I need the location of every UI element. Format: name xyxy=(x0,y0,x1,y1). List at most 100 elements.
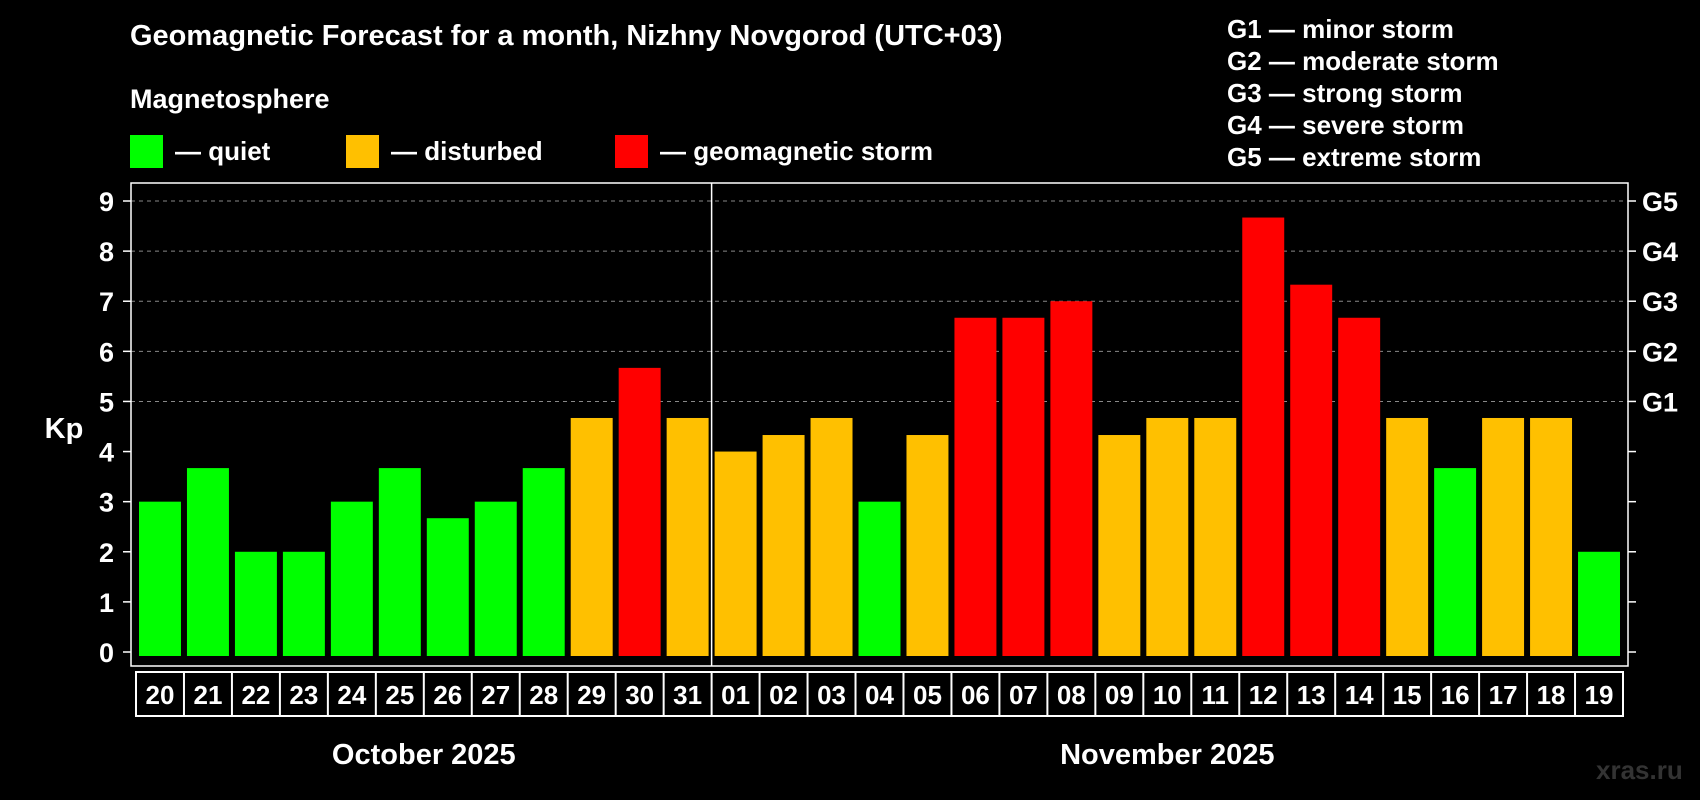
date-label-21-oct: 21 xyxy=(193,680,222,710)
date-label-10-nov: 10 xyxy=(1153,680,1182,710)
bar-05-nov xyxy=(906,435,949,656)
ylabel: Kp xyxy=(45,413,84,445)
date-label-30-oct: 30 xyxy=(625,680,654,710)
bar-06-nov xyxy=(954,317,997,656)
date-label-08-nov: 08 xyxy=(1057,680,1086,710)
bar-18-nov xyxy=(1530,417,1573,656)
storm-level-list: G1 — minor storm G2 — moderate storm G3 … xyxy=(1227,13,1499,173)
bar-08-nov xyxy=(1050,301,1093,656)
ytick-label-4: 4 xyxy=(99,438,114,468)
date-label-07-nov: 07 xyxy=(1009,680,1038,710)
bar-07-nov xyxy=(1002,317,1045,656)
watermark: xras.ru xyxy=(1596,755,1683,785)
date-label-04-nov: 04 xyxy=(865,680,894,710)
bar-20-oct xyxy=(139,501,181,656)
legend-storm-label: — geomagnetic storm xyxy=(660,135,934,166)
bar-10-nov xyxy=(1146,417,1189,656)
legend-disturbed-label: — disturbed xyxy=(391,135,543,166)
ytick-label-6: 6 xyxy=(99,337,114,367)
date-label-22-oct: 22 xyxy=(241,680,270,710)
date-label-26-oct: 26 xyxy=(433,680,462,710)
date-label-24-oct: 24 xyxy=(337,680,366,710)
bar-02-nov xyxy=(762,435,805,656)
date-label-28-oct: 28 xyxy=(529,680,558,710)
bar-21-oct xyxy=(186,468,229,656)
bar-19-nov xyxy=(1578,551,1620,656)
ytick-label-2: 2 xyxy=(99,538,114,568)
date-label-13-nov: 13 xyxy=(1297,680,1326,710)
legend-disturbed: — disturbed xyxy=(346,134,543,168)
bar-12-nov xyxy=(1242,217,1285,656)
right-axis-g3: G3 xyxy=(1642,287,1678,317)
storm-level-g1: G1 — minor storm xyxy=(1227,14,1454,44)
bar-26-oct xyxy=(426,518,469,656)
bar-09-nov xyxy=(1098,435,1141,656)
ytick-label-8: 8 xyxy=(99,237,114,267)
date-label-11-nov: 11 xyxy=(1202,680,1230,710)
date-row-frame xyxy=(135,671,1624,717)
ytick-label-1: 1 xyxy=(99,588,114,618)
date-label-15-nov: 15 xyxy=(1393,680,1422,710)
date-label-20-oct: 20 xyxy=(146,680,175,710)
bar-29-oct xyxy=(570,417,613,656)
date-label-18-nov: 18 xyxy=(1537,680,1566,710)
ytick-label-9: 9 xyxy=(99,187,114,217)
date-label-19-nov: 19 xyxy=(1585,680,1614,710)
bar-31-oct xyxy=(666,417,709,656)
legend-disturbed-swatch xyxy=(346,134,379,168)
date-label-29-oct: 29 xyxy=(577,680,606,710)
bar-04-nov xyxy=(858,501,901,656)
date-label-16-nov: 16 xyxy=(1441,680,1470,710)
bar-15-nov xyxy=(1386,417,1429,656)
bar-11-nov xyxy=(1194,417,1237,656)
date-label-05-nov: 05 xyxy=(913,680,942,710)
date-label-01-nov: 01 xyxy=(721,680,750,710)
storm-level-g3: G3 — strong storm xyxy=(1227,78,1463,108)
date-label-25-oct: 25 xyxy=(385,680,414,710)
date-label-02-nov: 02 xyxy=(769,680,798,710)
month-label-november: November 2025 xyxy=(1060,739,1274,771)
bar-14-nov xyxy=(1338,317,1381,656)
right-axis-g4: G4 xyxy=(1642,237,1678,267)
bar-25-oct xyxy=(378,468,421,656)
bar-23-oct xyxy=(282,551,325,656)
storm-level-g4: G4 — severe storm xyxy=(1227,110,1465,140)
magnetosphere-label: Magnetosphere xyxy=(130,84,330,114)
month-label-october: October 2025 xyxy=(332,739,516,771)
date-label-27-oct: 27 xyxy=(481,680,510,710)
bar-24-oct xyxy=(330,501,373,656)
bar-27-oct xyxy=(474,501,517,656)
date-label-09-nov: 09 xyxy=(1105,680,1134,710)
legend-storm: — geomagnetic storm xyxy=(615,134,933,168)
bar-16-nov xyxy=(1434,468,1477,656)
bar-01-nov xyxy=(714,451,757,656)
legend-quiet-swatch xyxy=(130,134,163,168)
legend-quiet: — quiet xyxy=(130,134,270,168)
legend-quiet-label: — quiet xyxy=(175,135,271,166)
ytick-label-3: 3 xyxy=(99,488,114,518)
date-label-31-oct: 31 xyxy=(673,680,702,710)
bar-13-nov xyxy=(1290,284,1333,656)
ytick-label-0: 0 xyxy=(99,638,114,668)
right-axis-g1: G1 xyxy=(1642,387,1678,417)
storm-level-g5: G5 — extreme storm xyxy=(1227,142,1482,172)
plot-frame xyxy=(130,182,1629,667)
bar-28-oct xyxy=(522,468,565,656)
date-label-03-nov: 03 xyxy=(817,680,846,710)
ytick-label-5: 5 xyxy=(99,387,114,417)
date-label-12-nov: 12 xyxy=(1249,680,1278,710)
bar-30-oct xyxy=(618,367,661,656)
right-axis-g5: G5 xyxy=(1642,187,1678,217)
bar-22-oct xyxy=(234,551,277,656)
bar-17-nov xyxy=(1482,417,1525,656)
right-axis-g2: G2 xyxy=(1642,337,1678,367)
storm-level-g2: G2 — moderate storm xyxy=(1227,46,1499,76)
date-label-14-nov: 14 xyxy=(1345,680,1374,710)
date-label-17-nov: 17 xyxy=(1489,680,1518,710)
date-label-06-nov: 06 xyxy=(961,680,990,710)
legend-storm-swatch xyxy=(615,134,648,168)
chart-title: Geomagnetic Forecast for a month, Nizhny… xyxy=(130,20,1003,52)
bar-03-nov xyxy=(810,417,853,656)
date-label-23-oct: 23 xyxy=(289,680,318,710)
